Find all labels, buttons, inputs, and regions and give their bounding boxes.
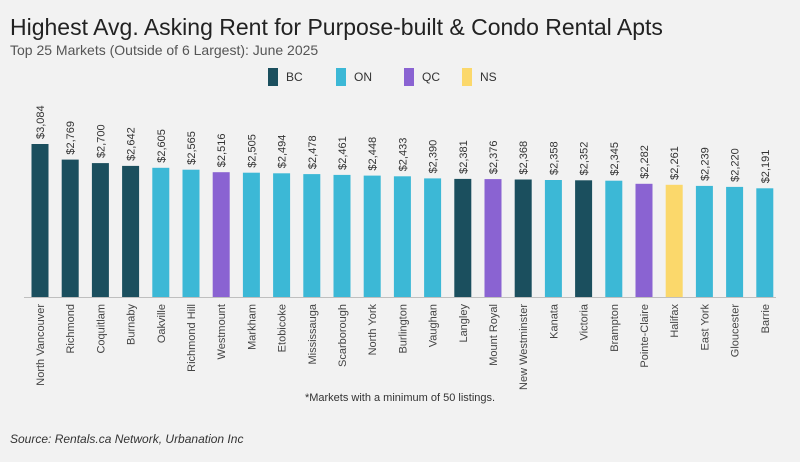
bar bbox=[212, 172, 230, 297]
legend-label-bc: BC bbox=[286, 70, 303, 84]
footnote: *Markets with a minimum of 50 listings. bbox=[304, 392, 496, 404]
bar bbox=[122, 165, 140, 297]
data-label: $2,345 bbox=[609, 142, 621, 176]
legend-label-qc: QC bbox=[422, 70, 440, 84]
category-label: East York bbox=[699, 304, 711, 351]
bar bbox=[242, 172, 260, 297]
data-label: $2,700 bbox=[95, 124, 107, 158]
chart-subtitle: Top 25 Markets (Outside of 6 Largest): J… bbox=[10, 42, 319, 58]
bar bbox=[665, 184, 683, 297]
data-label: $2,494 bbox=[277, 135, 289, 169]
legend-swatch-bc bbox=[268, 68, 278, 86]
category-label: Etobicoke bbox=[277, 304, 289, 352]
legend-item-bc: BC bbox=[268, 68, 303, 86]
category-label: New Westminster bbox=[518, 304, 530, 390]
bar bbox=[273, 173, 291, 297]
category-label: Coquitlam bbox=[95, 304, 107, 354]
data-label: $2,381 bbox=[458, 140, 470, 174]
category-label: Barrie bbox=[760, 304, 772, 333]
chart-title: Highest Avg. Asking Rent for Purpose-bui… bbox=[10, 14, 663, 40]
bar bbox=[152, 167, 170, 297]
category-label: Scarborough bbox=[337, 304, 349, 367]
category-label: Kanata bbox=[548, 303, 560, 339]
data-label: $2,368 bbox=[518, 141, 530, 175]
bar bbox=[393, 176, 411, 297]
category-label: Halifax bbox=[669, 304, 681, 338]
bar bbox=[182, 169, 200, 297]
bar bbox=[333, 174, 351, 297]
bar bbox=[424, 178, 442, 297]
data-label: $2,239 bbox=[699, 147, 711, 181]
bar bbox=[303, 174, 321, 297]
data-label: $2,191 bbox=[760, 150, 772, 184]
bar bbox=[454, 178, 472, 297]
category-label: Vaughan bbox=[428, 304, 440, 347]
data-label: $3,084 bbox=[35, 105, 47, 139]
data-label: $2,390 bbox=[428, 140, 440, 174]
category-label: Oakville bbox=[156, 304, 168, 343]
category-label: Langley bbox=[458, 304, 470, 343]
data-label: $2,282 bbox=[639, 145, 651, 179]
data-label: $2,478 bbox=[307, 135, 319, 169]
legend-swatch-ns bbox=[462, 68, 472, 86]
legend-swatch-qc bbox=[404, 68, 414, 86]
data-label: $2,352 bbox=[579, 142, 591, 176]
category-label: Mount Royal bbox=[488, 304, 500, 366]
data-label: $2,461 bbox=[337, 136, 349, 170]
data-label: $2,261 bbox=[669, 146, 681, 180]
category-label: Richmond bbox=[65, 304, 77, 354]
data-label: $2,220 bbox=[730, 148, 742, 182]
legend-item-on: ON bbox=[336, 68, 372, 86]
bar bbox=[31, 144, 49, 297]
legend-item-qc: QC bbox=[404, 68, 440, 86]
category-label: Gloucester bbox=[730, 304, 742, 358]
category-label: Westmount bbox=[216, 304, 228, 359]
category-label: Burnaby bbox=[126, 304, 138, 345]
bar bbox=[484, 179, 502, 297]
data-label: $2,769 bbox=[65, 121, 77, 155]
category-label: Mississauga bbox=[307, 303, 319, 364]
category-label: Brampton bbox=[609, 304, 621, 352]
bar bbox=[635, 183, 653, 297]
bar bbox=[575, 180, 593, 297]
category-label: Richmond Hill bbox=[186, 304, 198, 372]
data-label: $2,433 bbox=[397, 138, 409, 172]
legend-label-on: ON bbox=[354, 70, 372, 84]
bar bbox=[91, 163, 109, 297]
legend-item-ns: NS bbox=[462, 68, 497, 86]
bar bbox=[363, 175, 381, 297]
bar bbox=[61, 159, 79, 297]
bar bbox=[726, 186, 744, 297]
data-label: $2,376 bbox=[488, 140, 500, 174]
category-label: Burlington bbox=[397, 304, 409, 354]
category-label: North York bbox=[367, 304, 379, 356]
data-label: $2,642 bbox=[126, 127, 138, 161]
bar-chart: $3,084 North Vancouver $2,769 Richmond $2,70… bbox=[24, 105, 776, 390]
legend-swatch-on bbox=[336, 68, 346, 86]
data-label: $2,448 bbox=[367, 137, 379, 171]
legend-label-ns: NS bbox=[480, 70, 497, 84]
bar bbox=[605, 180, 623, 297]
data-label: $2,516 bbox=[216, 134, 228, 168]
data-label: $2,605 bbox=[156, 129, 168, 163]
bar bbox=[544, 180, 562, 297]
source-note: Source: Rentals.ca Network, Urbanation I… bbox=[10, 432, 244, 446]
data-label: $2,565 bbox=[186, 131, 198, 165]
data-label: $2,505 bbox=[246, 134, 258, 168]
bar bbox=[514, 179, 532, 297]
category-label: Markham bbox=[246, 304, 258, 350]
category-label: North Vancouver bbox=[35, 304, 47, 386]
bar bbox=[756, 188, 774, 297]
data-label: $2,358 bbox=[548, 141, 560, 175]
bar bbox=[695, 185, 713, 297]
category-label: Victoria bbox=[579, 303, 591, 340]
category-label: Pointe-Claire bbox=[639, 304, 651, 368]
